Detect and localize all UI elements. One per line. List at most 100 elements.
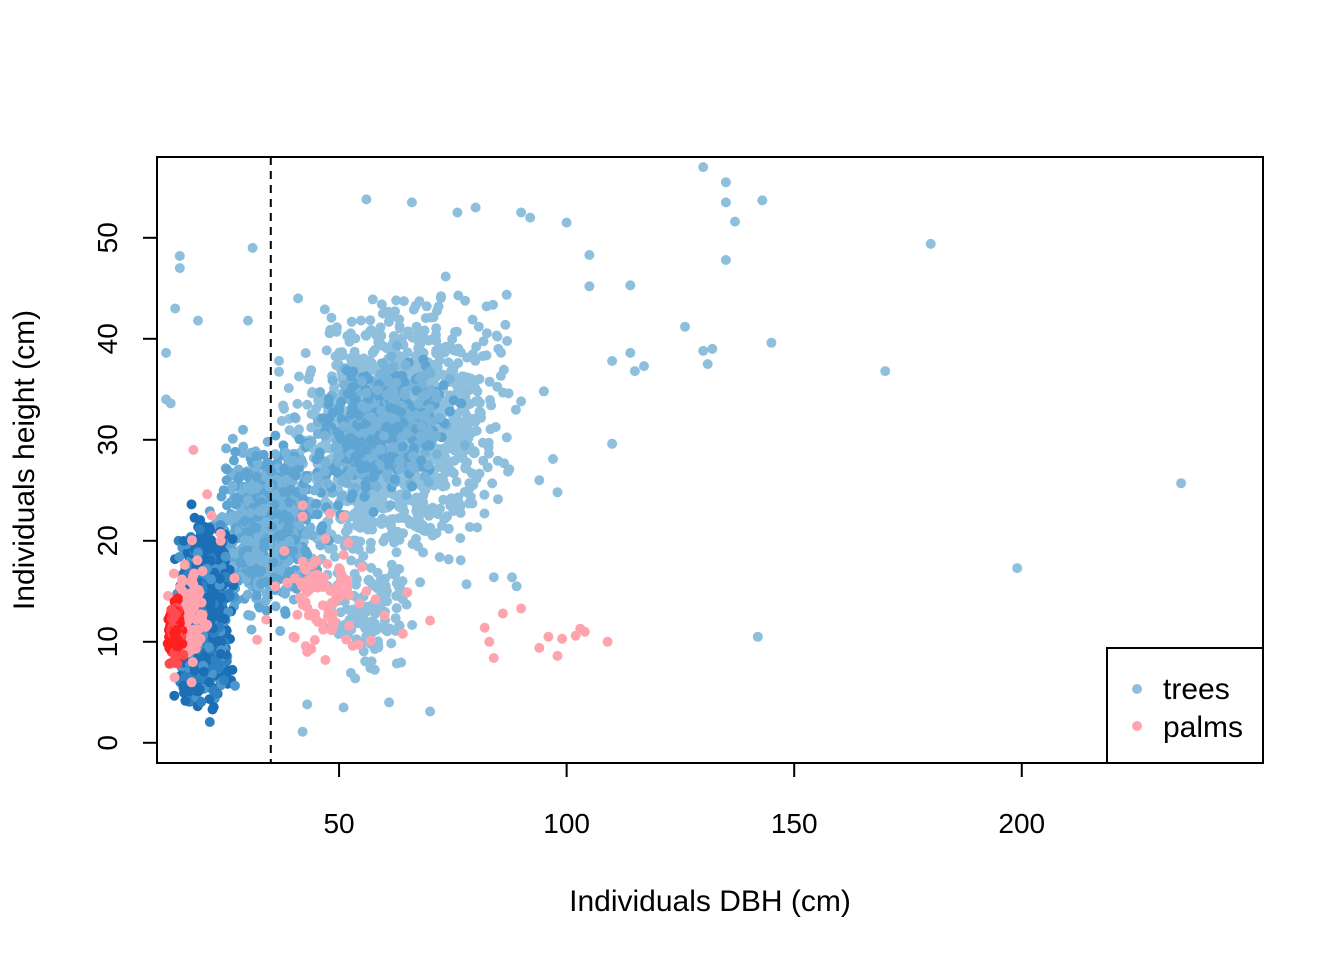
palms-point bbox=[543, 631, 554, 642]
trees-point bbox=[434, 412, 445, 423]
trees-point bbox=[460, 295, 471, 306]
trees-point bbox=[270, 449, 281, 460]
trees-point bbox=[415, 577, 426, 588]
trees-point bbox=[421, 301, 432, 312]
trees-point bbox=[361, 388, 372, 398]
palms-point bbox=[516, 603, 527, 614]
palms-point bbox=[329, 616, 340, 627]
trees-point bbox=[385, 364, 396, 374]
trees-point bbox=[398, 296, 409, 307]
trees-point bbox=[218, 485, 229, 496]
trees-point bbox=[256, 578, 267, 589]
trees-point bbox=[349, 568, 360, 579]
trees-point bbox=[436, 291, 446, 302]
palms-point bbox=[186, 677, 197, 688]
trees-point bbox=[431, 323, 442, 334]
trees-point bbox=[367, 348, 378, 358]
trees-point bbox=[418, 525, 429, 536]
palms-point bbox=[292, 609, 303, 620]
trees-point bbox=[407, 481, 418, 492]
trees-point bbox=[264, 481, 274, 492]
trees-point bbox=[327, 375, 338, 386]
trees-point bbox=[227, 664, 238, 675]
trees-point bbox=[333, 500, 344, 511]
palms-point bbox=[302, 646, 313, 657]
plot-frame bbox=[156, 156, 1264, 764]
trees-point bbox=[169, 690, 180, 701]
palms-point bbox=[310, 608, 321, 619]
palms-point bbox=[484, 636, 495, 647]
trees-point bbox=[259, 541, 270, 552]
trees-point bbox=[752, 631, 763, 642]
trees-point bbox=[474, 468, 485, 479]
trees-point bbox=[324, 543, 335, 554]
trees-point bbox=[313, 473, 324, 484]
palms-point bbox=[334, 563, 345, 574]
trees-point bbox=[245, 508, 256, 518]
trees-point bbox=[354, 410, 364, 421]
trees-point bbox=[507, 572, 517, 583]
trees-point bbox=[455, 555, 466, 566]
trees-point bbox=[490, 422, 501, 432]
x-axis: 50 100 150 200 bbox=[323, 763, 1045, 839]
trees-point bbox=[284, 566, 295, 577]
trees-point bbox=[413, 398, 424, 409]
trees-point bbox=[500, 319, 511, 330]
trees-point bbox=[444, 373, 455, 384]
trees-point bbox=[448, 395, 459, 406]
trees-point bbox=[467, 374, 478, 385]
trees-point bbox=[203, 642, 214, 653]
trees-point bbox=[394, 321, 405, 332]
palms-point bbox=[317, 600, 328, 611]
trees-point bbox=[625, 347, 636, 358]
trees-point bbox=[418, 497, 429, 508]
trees-point bbox=[375, 322, 386, 333]
palms-point bbox=[279, 545, 290, 556]
trees-point bbox=[472, 522, 483, 533]
trees-point bbox=[503, 388, 514, 399]
trees-point bbox=[400, 390, 411, 401]
trees-point bbox=[293, 293, 304, 304]
trees-point bbox=[361, 444, 372, 455]
trees-point bbox=[186, 499, 197, 510]
trees-point bbox=[363, 574, 374, 585]
trees-point bbox=[204, 677, 215, 688]
trees-point bbox=[425, 706, 436, 717]
trees-point bbox=[206, 668, 217, 679]
trees-point bbox=[178, 536, 189, 546]
trees-point bbox=[242, 471, 253, 482]
trees-point bbox=[434, 552, 445, 563]
palms-point bbox=[215, 528, 226, 539]
trees-point bbox=[314, 447, 325, 458]
palms-point bbox=[379, 610, 390, 621]
trees-point bbox=[294, 434, 305, 445]
palms-point bbox=[312, 569, 323, 580]
trees-point bbox=[394, 564, 405, 574]
trees-point bbox=[416, 421, 427, 432]
trees-point bbox=[323, 394, 334, 405]
trees-point bbox=[552, 487, 563, 498]
trees-point bbox=[189, 665, 200, 676]
trees-point bbox=[431, 528, 442, 539]
trees-point bbox=[329, 551, 340, 562]
trees-point bbox=[342, 331, 353, 341]
trees-point bbox=[464, 478, 475, 489]
trees-point bbox=[361, 194, 372, 205]
trees-point bbox=[385, 391, 396, 402]
trees-point bbox=[461, 579, 472, 590]
trees-point bbox=[222, 500, 232, 511]
trees-point bbox=[196, 696, 207, 707]
trees-point bbox=[356, 376, 367, 387]
trees-point bbox=[274, 366, 284, 377]
trees-point bbox=[415, 339, 426, 350]
trees-point bbox=[376, 299, 387, 310]
trees-point bbox=[278, 400, 289, 411]
palms-point bbox=[188, 444, 199, 455]
trees-point bbox=[402, 514, 413, 525]
x-tick-label: 200 bbox=[998, 808, 1045, 839]
legend-label-palms: palms bbox=[1163, 711, 1243, 744]
y-tick-label: 50 bbox=[92, 222, 123, 253]
trees-point bbox=[284, 497, 294, 508]
trees-point bbox=[277, 511, 288, 522]
trees-point bbox=[391, 603, 402, 614]
